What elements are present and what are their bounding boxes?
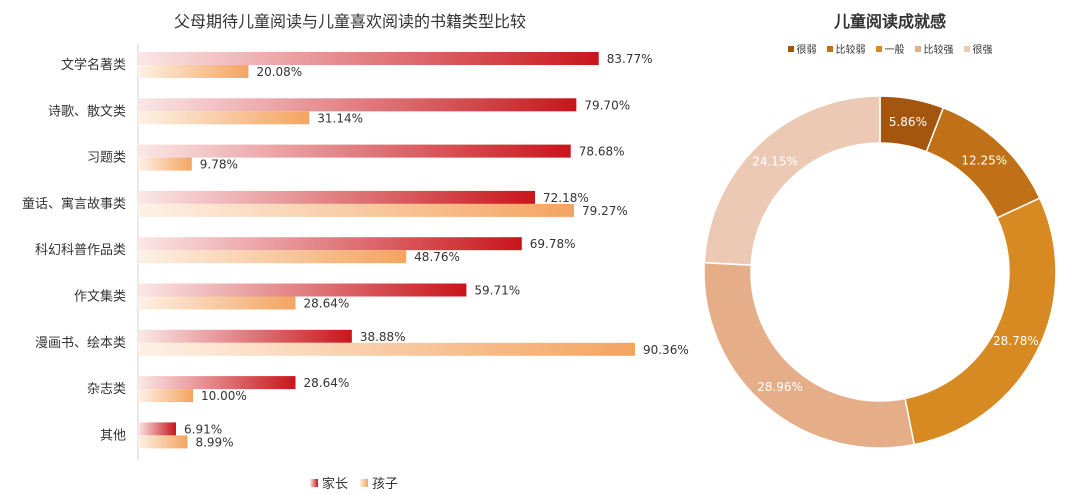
legend-label: 比较强	[923, 45, 954, 56]
legend-label-child: 孩子	[372, 477, 399, 492]
bar-parent	[138, 376, 296, 390]
legend-swatch-parent	[310, 478, 318, 487]
donut-legend-item: 比较弱	[826, 41, 866, 56]
bar-child	[138, 435, 188, 449]
bar-child	[138, 203, 574, 217]
legend-item-child: 孩子	[360, 473, 398, 492]
bar-child	[138, 296, 296, 310]
bar-child	[138, 157, 192, 171]
legend-label-parent: 家长	[322, 477, 349, 492]
legend-swatch	[914, 45, 921, 52]
bar-parent	[138, 98, 577, 112]
data-label-child: 31.14%	[317, 111, 363, 125]
data-label-parent: 83.77%	[607, 52, 653, 66]
bar-chart-title: 父母期待儿童阅读与儿童喜欢阅读的书籍类型比较	[173, 12, 526, 31]
bar-child	[138, 65, 249, 78]
bar-child	[138, 250, 407, 264]
category-label: 童话、寓言故事类	[22, 196, 126, 212]
slice-label: 28.78%	[993, 334, 1039, 348]
bar-marks: 文学名著类 83.77% 20.08% 诗歌、散文类 79.70% 31.14% 习题类 78…	[22, 52, 689, 449]
bar-chart-panel: 父母期待儿童阅读与儿童喜欢阅读的书籍类型比较 文学名著类 83.77% 20.08%…	[22, 12, 689, 492]
category-label: 习题类	[87, 151, 126, 166]
donut-legend-item: 一般	[875, 41, 905, 56]
legend-swatch	[826, 45, 833, 52]
donut-chart-panel: 儿童阅读成就感 很弱 比较弱 一般 比较强 很强 5.86% 12.25% 28.78% 28…	[700, 0, 1080, 494]
legend-item-parent: 家长	[310, 473, 348, 492]
data-label-parent: 79.70%	[584, 98, 630, 112]
slice-label: 24.15%	[752, 154, 798, 168]
bar-chart-svg: 文学名著类 83.77% 20.08% 诗歌、散文类 79.70% 31.14% 习题类 78…	[22, 44, 689, 460]
data-label-child: 9.78%	[200, 158, 238, 172]
data-label-parent: 72.18%	[543, 191, 589, 205]
data-label-child: 20.08%	[256, 65, 302, 79]
legend-swatch	[963, 45, 970, 52]
legend-label: 很弱	[796, 45, 817, 56]
donut-legend-item: 比较强	[914, 41, 954, 56]
data-label-child: 79.27%	[582, 204, 628, 218]
category-label: 文学名著类	[61, 57, 126, 73]
data-label-parent: 69.78%	[530, 237, 576, 251]
category-label: 科幻科普作品类	[35, 243, 126, 258]
donut-slice	[703, 95, 881, 266]
data-label-parent: 28.64%	[304, 376, 350, 390]
data-label-child: 8.99%	[195, 435, 233, 449]
slice-label: 12.25%	[961, 154, 1007, 168]
data-label-child: 10.00%	[201, 389, 247, 403]
bar-parent	[138, 237, 522, 251]
category-label: 诗歌、散文类	[48, 104, 126, 119]
legend-swatch-child	[360, 478, 369, 487]
data-label-child: 48.76%	[414, 250, 460, 264]
category-label: 漫画书、绘本类	[35, 336, 126, 351]
legend-label: 比较弱	[835, 45, 866, 56]
donut-slice	[904, 197, 1057, 446]
bar-parent	[138, 52, 599, 65]
data-label-parent: 59.71%	[474, 284, 520, 298]
bar-parent	[138, 144, 571, 158]
bar-legend: 家长 孩子	[310, 473, 398, 492]
bar-child	[138, 342, 635, 356]
legend-label: 很强	[972, 45, 993, 56]
legend-swatch	[787, 45, 794, 52]
donut-legend: 很弱 比较弱 一般 比较强 很强	[700, 41, 1080, 56]
data-label-parent: 38.88%	[360, 330, 406, 344]
bar-child	[138, 111, 310, 125]
slice-label: 28.96%	[757, 380, 803, 394]
bar-parent	[138, 190, 535, 204]
slice-label: 5.86%	[889, 115, 927, 129]
category-label: 杂志类	[87, 382, 126, 397]
donut-legend-item: 很弱	[787, 41, 817, 56]
category-label: 其他	[100, 428, 126, 443]
donut-slice	[703, 261, 916, 449]
bar-child	[138, 389, 193, 403]
bar-parent	[138, 283, 467, 297]
category-label: 作文集类	[74, 289, 126, 305]
data-label-child: 28.64%	[304, 297, 350, 311]
legend-swatch	[875, 45, 882, 52]
donut-legend-item: 很强	[963, 41, 993, 56]
legend-label: 一般	[884, 45, 905, 56]
data-label-parent: 6.91%	[184, 422, 222, 436]
donut-slices: 5.86% 12.25% 28.78% 28.96% 24.15%	[703, 95, 1057, 449]
bar-parent	[138, 329, 352, 343]
data-label-child: 90.36%	[643, 343, 689, 357]
donut-chart-title: 儿童阅读成就感	[833, 12, 946, 31]
bar-parent	[138, 422, 177, 436]
donut-chart-svg: 5.86% 12.25% 28.78% 28.96% 24.15%	[703, 95, 1057, 449]
data-label-parent: 78.68%	[579, 145, 625, 159]
